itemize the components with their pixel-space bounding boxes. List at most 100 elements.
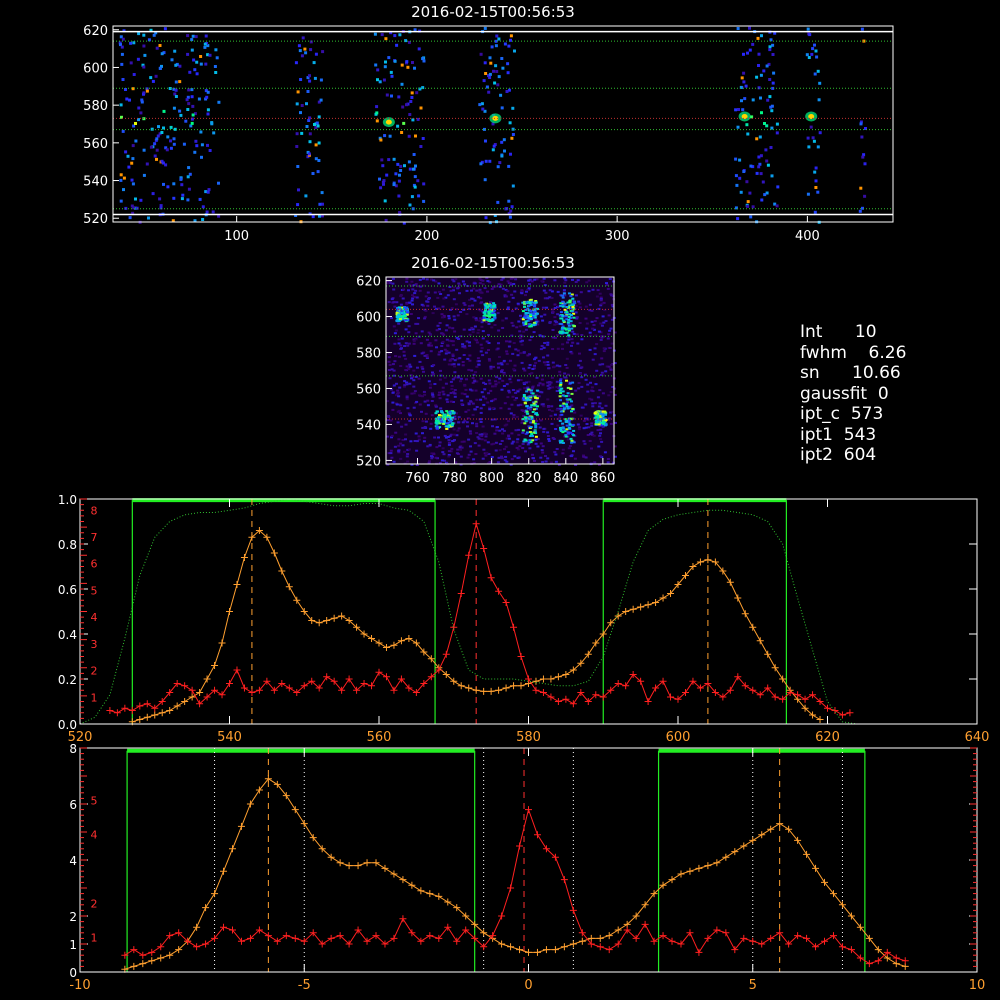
zoom-pixel — [492, 442, 496, 445]
zoom-pixel — [479, 418, 483, 421]
zoom-pixel — [550, 422, 554, 425]
spectrogram-pixel — [308, 116, 312, 120]
zoom-pixel — [526, 386, 530, 389]
zoom-pixel — [453, 415, 457, 418]
spectrogram-pixel — [773, 202, 777, 206]
spectrogram-pixel — [378, 177, 381, 181]
data-point — [587, 940, 595, 948]
spectrogram-pixel — [407, 160, 411, 164]
zoom-pixel — [417, 435, 421, 438]
zoom-feature-pixel — [404, 309, 408, 311]
zoom-feature-pixel — [533, 431, 537, 433]
zoom-pixel — [520, 361, 524, 364]
zoom-pixel — [539, 315, 543, 318]
zoom-pixel — [388, 377, 392, 380]
data-point — [644, 601, 652, 609]
zoom-feature-pixel — [522, 395, 526, 398]
zoom-pixel — [580, 406, 584, 409]
zoom-pixel — [479, 343, 483, 346]
zoom-feature-pixel — [532, 301, 536, 304]
data-point — [719, 693, 727, 701]
zoom-pixel — [407, 366, 411, 369]
data-point — [674, 695, 682, 703]
data-point — [462, 926, 470, 934]
zoom-feature-pixel — [565, 313, 569, 316]
zoom-pixel — [592, 434, 596, 437]
data-point — [801, 704, 809, 712]
zoom-pixel — [605, 282, 608, 285]
zoom-pixel — [601, 374, 605, 377]
zoom-pixel — [508, 378, 512, 381]
zoom-pixel — [590, 447, 593, 450]
spectrogram-pixel — [805, 53, 809, 57]
zoom-feature-pixel — [561, 294, 564, 297]
zoom-feature-pixel — [599, 421, 603, 424]
zoom-pixel — [440, 345, 444, 347]
zoom-pixel — [388, 280, 392, 283]
zoom-pixel — [511, 296, 515, 299]
spectrogram-pixel — [120, 45, 124, 49]
spectrogram-pixel — [513, 49, 516, 53]
spectrogram-pixel — [410, 195, 414, 199]
zoom-pixel — [426, 404, 430, 407]
zoom-feature-pixel — [527, 416, 531, 419]
zoom-pixel — [584, 305, 588, 308]
zoom-pixel — [509, 277, 513, 280]
zoom-pixel — [595, 369, 599, 372]
zoom-feature-pixel — [444, 425, 448, 428]
zoom-pixel — [596, 289, 600, 292]
data-point — [809, 711, 817, 719]
zoom-pixel — [447, 455, 451, 458]
data-point — [327, 853, 335, 861]
data-point — [786, 689, 794, 696]
zoom-feature-pixel — [534, 300, 538, 302]
zoom-pixel — [387, 301, 391, 304]
zoom-pixel — [517, 320, 521, 323]
zoom-pixel — [469, 400, 473, 403]
zoom-pixel — [547, 438, 551, 440]
zoom-pixel — [585, 281, 589, 284]
data-point — [308, 677, 316, 685]
data-point — [315, 684, 323, 692]
data-point — [427, 655, 435, 663]
zoom-pixel — [538, 390, 542, 393]
zoom-pixel — [459, 377, 463, 380]
data-point — [233, 666, 241, 674]
spectrogram-pixel — [307, 119, 311, 122]
zoom-feature-pixel — [562, 321, 566, 323]
zoom-feature-pixel — [568, 299, 572, 302]
zoom-pixel — [417, 317, 420, 320]
zoom-pixel — [442, 316, 446, 319]
data-point — [457, 590, 465, 597]
zoom-pixel — [463, 303, 467, 306]
zoom-pixel — [429, 427, 433, 430]
data-point — [856, 923, 864, 931]
spectrogram-pixel — [155, 137, 159, 141]
spectrogram-pixel — [378, 80, 382, 84]
zoom-pixel — [509, 359, 512, 362]
zoom-feature-pixel — [492, 302, 496, 305]
zoom-pixel — [564, 285, 568, 288]
zoom-feature-pixel — [449, 420, 453, 423]
zoom-pixel — [597, 445, 601, 448]
zoom-pixel — [570, 352, 574, 355]
zoom-feature-pixel — [521, 301, 525, 304]
zoom-feature-pixel — [448, 412, 452, 415]
zoom-pixel — [511, 440, 515, 443]
y-tick-label: 580 — [83, 99, 108, 114]
data-point — [584, 698, 592, 705]
zoom-pixel — [442, 333, 446, 336]
zoom-pixel — [457, 338, 460, 340]
zoom-pixel — [497, 342, 500, 345]
spectrogram-pixel — [416, 179, 420, 183]
data-point — [650, 890, 658, 898]
zoom-pixel — [484, 351, 488, 354]
spectrogram-pixel — [128, 98, 131, 102]
zoom-pixel — [588, 348, 592, 351]
zoom-pixel — [517, 428, 521, 431]
zoom-pixel — [404, 342, 408, 345]
spectrogram-pixel — [768, 48, 772, 52]
data-point — [175, 946, 183, 954]
zoom-pixel — [494, 449, 498, 452]
zoom-pixel — [582, 455, 586, 458]
